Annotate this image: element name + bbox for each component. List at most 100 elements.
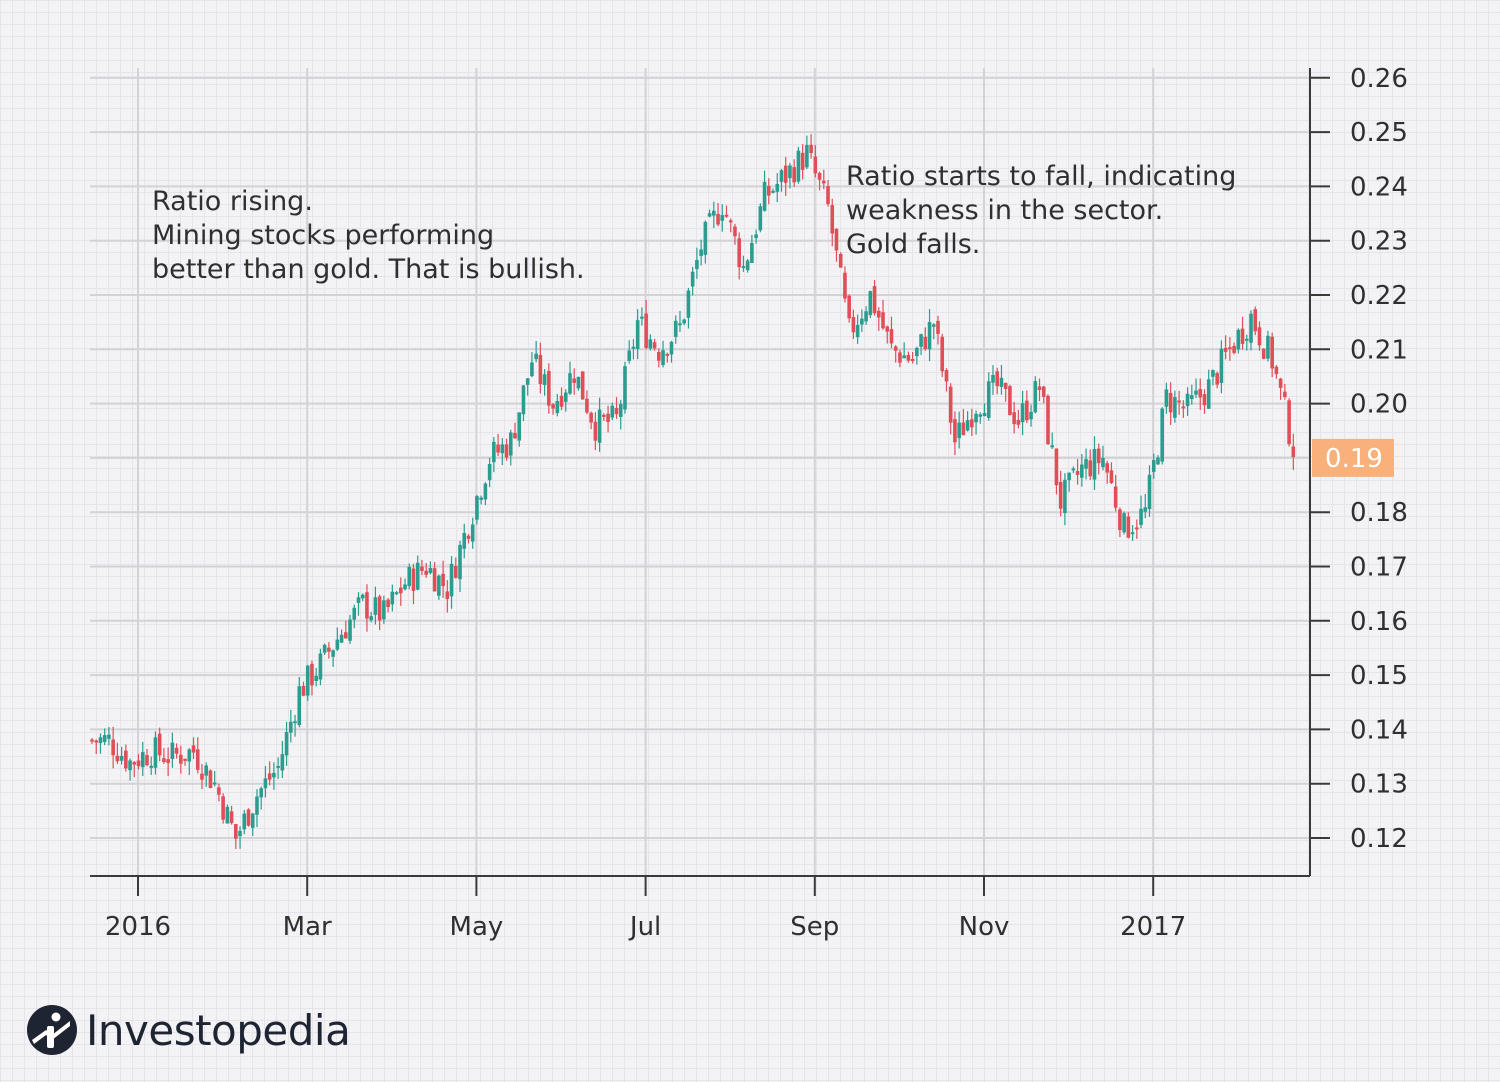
candle-body: [618, 403, 623, 417]
candle-body: [1003, 382, 1008, 389]
candle-body: [724, 214, 729, 217]
candle-body: [394, 592, 399, 595]
y-tick-label: 0.13: [1350, 770, 1408, 800]
candle-body: [229, 811, 234, 824]
y-tick-label: 0.22: [1350, 281, 1408, 311]
candle-body: [255, 796, 259, 815]
candle-body: [1016, 419, 1021, 425]
candle-body: [1185, 393, 1190, 407]
candle-body: [881, 312, 885, 329]
candle-body: [1181, 406, 1186, 409]
candle-body: [995, 371, 1000, 387]
candle-body: [1092, 448, 1097, 480]
candle-body: [665, 353, 670, 356]
candle-body: [432, 568, 437, 592]
candle-body: [314, 676, 318, 681]
candle-body: [479, 497, 483, 500]
candle-body: [373, 597, 378, 615]
candle-body: [259, 788, 263, 798]
candle-body: [745, 260, 750, 271]
candle-body: [1249, 313, 1253, 343]
candle-body: [174, 747, 179, 754]
y-tick-label: 0.23: [1350, 227, 1408, 257]
candle-body: [208, 770, 213, 788]
candle-body: [94, 740, 99, 743]
candle-body: [978, 414, 983, 417]
candle-body: [788, 165, 792, 179]
candle-body: [107, 734, 111, 739]
candle-body: [885, 326, 890, 332]
candle-body: [132, 762, 137, 765]
candle-body: [1287, 400, 1291, 445]
candle-body: [1261, 348, 1266, 359]
candle-body: [212, 782, 217, 785]
candle-body: [1033, 381, 1038, 413]
candle-body: [305, 665, 310, 696]
candle-body: [90, 739, 94, 742]
candle-body: [931, 324, 936, 327]
candle-body: [555, 400, 560, 414]
grid: [90, 68, 1310, 876]
candle-body: [293, 721, 297, 724]
candle-body: [817, 172, 822, 180]
candle-body: [475, 496, 479, 520]
candle-body: [872, 286, 877, 314]
candle-body: [690, 271, 695, 287]
candle-body: [225, 806, 230, 824]
candle-body: [1025, 400, 1029, 421]
candle-body: [124, 750, 128, 769]
candle-body: [860, 318, 864, 325]
candle-body: [1109, 470, 1114, 484]
candle-body: [289, 721, 293, 733]
candle-body: [847, 295, 851, 319]
candle-body: [1211, 370, 1215, 377]
candle-body: [170, 742, 175, 760]
candle-body: [1168, 392, 1173, 413]
candle-body: [893, 346, 898, 351]
candle-body: [1012, 412, 1016, 425]
candle-body: [876, 310, 881, 318]
candle-body: [445, 591, 450, 600]
candle-body: [119, 755, 124, 761]
candle-body: [339, 634, 344, 643]
candle-body: [1071, 468, 1076, 471]
candle-body: [1283, 391, 1287, 398]
candle-body: [682, 319, 686, 324]
candle-body: [360, 594, 365, 599]
candle-body: [428, 568, 433, 574]
candle-body: [1020, 403, 1025, 423]
candle-body: [1202, 394, 1207, 406]
candle-body: [669, 341, 674, 355]
candle-body: [242, 813, 247, 830]
current-value-badge: [1312, 438, 1394, 477]
candle-body: [1096, 448, 1101, 464]
candle-body: [1190, 395, 1194, 400]
candle-body: [267, 773, 272, 780]
x-tick-label: Mar: [283, 912, 332, 942]
candle-body: [1206, 379, 1211, 409]
candle-body: [1084, 459, 1088, 469]
candle-body: [284, 732, 289, 756]
candle-body: [352, 607, 357, 620]
candle-body: [864, 311, 868, 322]
candle-body: [441, 573, 445, 587]
candle-body: [1223, 347, 1228, 352]
candle-body: [741, 266, 746, 269]
candle-body: [948, 386, 953, 423]
candle-body: [965, 420, 970, 431]
candle-body: [1143, 507, 1148, 512]
candle-body: [377, 596, 382, 621]
candle-body: [830, 205, 835, 234]
candle-body: [538, 354, 543, 385]
candle-body: [720, 215, 725, 221]
candle-body: [191, 745, 196, 753]
y-tick-label: 0.16: [1350, 607, 1408, 637]
candle-body: [699, 249, 703, 256]
candle-body: [902, 355, 906, 359]
candle-body: [1147, 474, 1152, 510]
candle-body: [986, 381, 991, 418]
candle-body: [1291, 446, 1296, 458]
candle-body: [1101, 457, 1105, 468]
candle-body: [217, 787, 221, 795]
candle-body: [403, 584, 407, 590]
